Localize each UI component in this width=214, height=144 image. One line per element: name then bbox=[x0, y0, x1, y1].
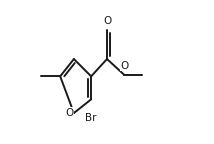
Text: Br: Br bbox=[85, 113, 97, 123]
Text: O: O bbox=[103, 16, 111, 26]
Text: O: O bbox=[65, 108, 73, 118]
Text: O: O bbox=[120, 61, 128, 71]
